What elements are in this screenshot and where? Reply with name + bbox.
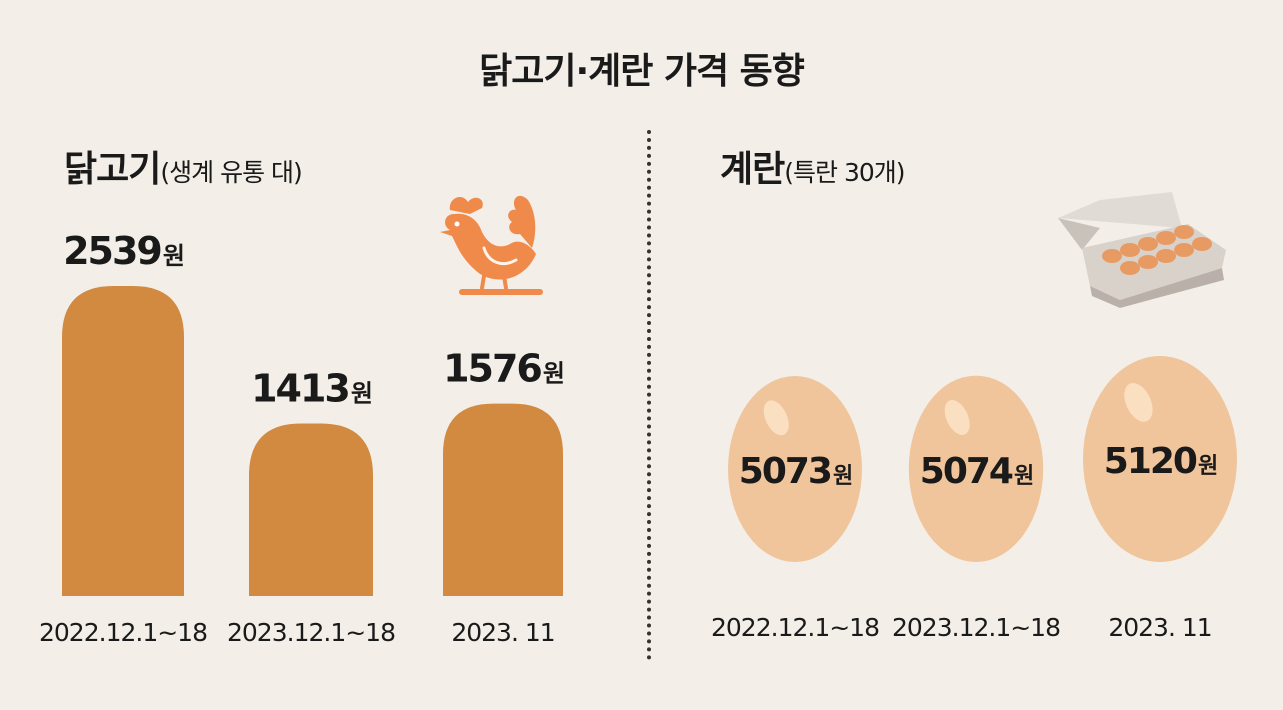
chicken-bar-2 [249, 423, 373, 596]
chicken-section-title: 닭고기(생계 유통 대) [64, 140, 303, 192]
chicken-subtitle: (생계 유통 대) [160, 158, 302, 187]
chicken-value-label-3: 1576원 [443, 347, 563, 391]
egg-value-label-1: 5073원 [739, 451, 852, 492]
chicken-icon [440, 195, 543, 295]
egg-subtitle: (특란 30개) [784, 158, 905, 187]
egg-highlight-3 [1124, 382, 1153, 422]
egg-highlight-2 [944, 400, 970, 436]
egg-category-label-3: 2023. 11 [1108, 613, 1211, 642]
chicken-value-label-2: 1413원 [251, 366, 371, 410]
chicken-value-label-1: 2539원 [63, 229, 183, 273]
chicken-category-label-3: 2023. 11 [451, 618, 554, 647]
chicken-title-text: 닭고기 [64, 149, 161, 190]
chicken-bar-1 [62, 286, 184, 596]
egg-shape-3 [1083, 356, 1237, 562]
egg-shape-2 [908, 375, 1044, 562]
page-title: 닭고기·계란 가격 동향 [479, 51, 805, 92]
chicken-category-label-2: 2023.12.1~18 [227, 618, 395, 647]
egg-value-label-3: 5120원 [1104, 441, 1217, 482]
egg-carton-icon [1058, 192, 1226, 308]
egg-value-label-2: 5074원 [920, 451, 1033, 492]
egg-highlight-1 [763, 400, 789, 436]
egg-section-title: 계란(특란 30개) [720, 140, 906, 192]
egg-shape-1 [728, 376, 862, 562]
egg-category-label-1: 2022.12.1~18 [711, 613, 879, 642]
egg-title-text: 계란 [720, 149, 785, 190]
chicken-bar-3 [443, 403, 563, 596]
section-divider [647, 130, 651, 660]
egg-category-label-2: 2023.12.1~18 [892, 613, 1060, 642]
chicken-category-label-1: 2022.12.1~18 [39, 618, 207, 647]
